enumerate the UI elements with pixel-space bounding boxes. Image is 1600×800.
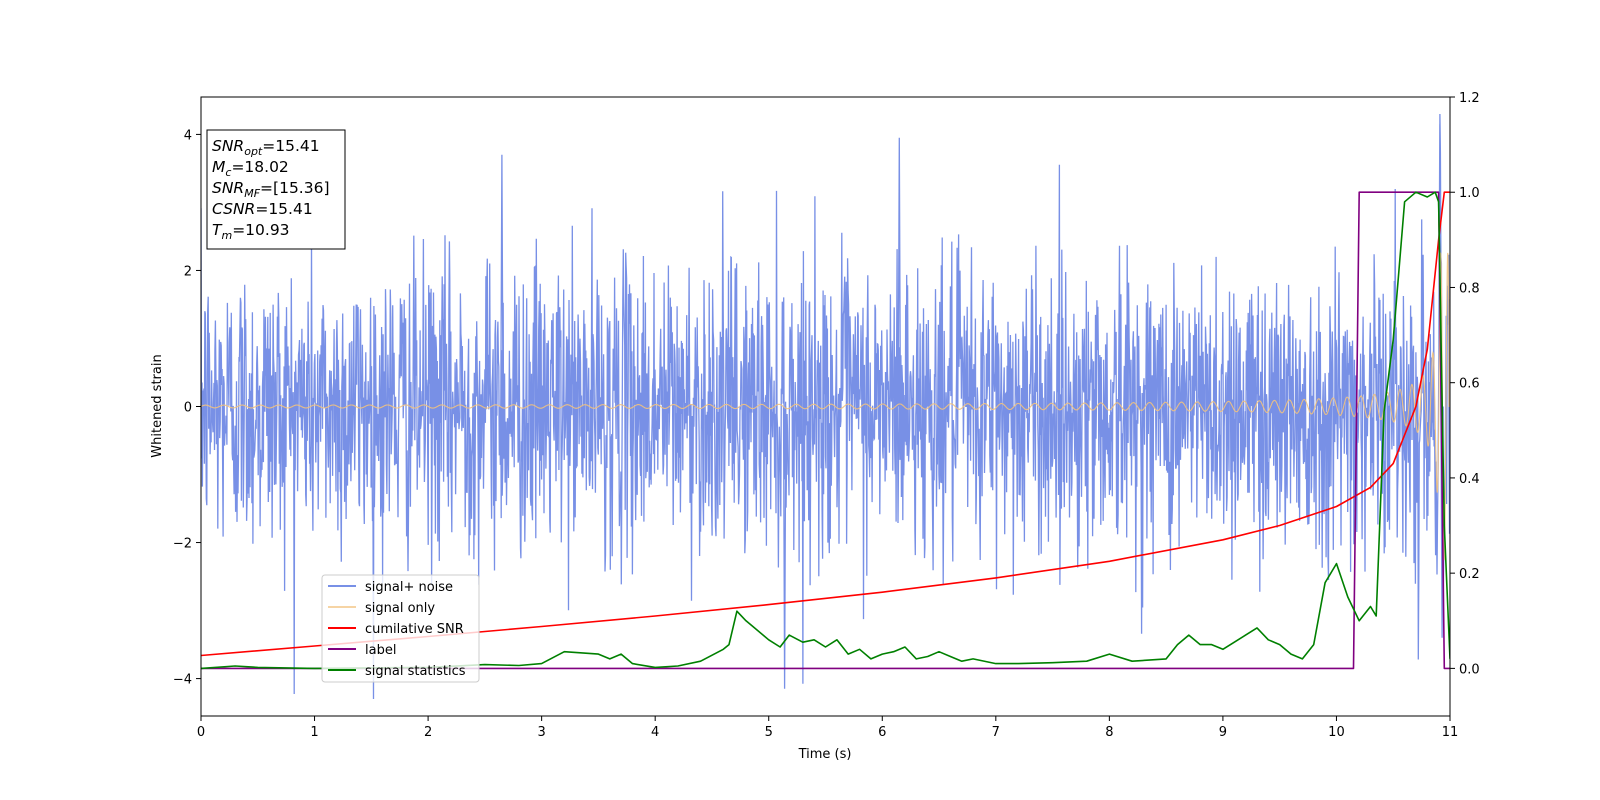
- annotation-line: SNRMF=[15.36]: [212, 179, 330, 200]
- legend-frame: [321, 574, 480, 683]
- x-tick-label: 3: [537, 725, 545, 740]
- y2-tick-label: 0.2: [1459, 567, 1480, 582]
- x-tick-label: 8: [1105, 725, 1113, 740]
- legend-label: cumilative SNR: [365, 622, 464, 637]
- annotation-line: Mc=18.02: [212, 158, 289, 179]
- y-tick-label: 2: [184, 264, 192, 279]
- x-tick-label: 9: [1219, 725, 1227, 740]
- x-tick-label: 6: [878, 725, 886, 740]
- y2-tick-label: 0.4: [1459, 472, 1480, 487]
- annotation-line: Tm=10.93: [212, 221, 290, 242]
- annotation-line: CSNR=15.41: [212, 200, 313, 218]
- x-tick-label: 10: [1328, 725, 1345, 740]
- series-cumulative-snr-line: [201, 191, 1450, 657]
- x-tick-label: 7: [992, 725, 1000, 740]
- y-tick-label: −2: [173, 537, 192, 552]
- legend-label: label: [365, 643, 396, 658]
- annotation-line: SNRopt=15.41: [212, 137, 320, 158]
- y2-tick-label: 0.6: [1459, 377, 1480, 392]
- series-label-line: [201, 191, 1450, 670]
- y2-tick-label: 1.2: [1459, 91, 1480, 106]
- legend: signal+ noise signal only cumilative SNR la…: [321, 574, 480, 683]
- y-axis-left: −4 −2 0 2 4: [173, 128, 201, 688]
- y2-tick-label: 1.0: [1459, 186, 1480, 201]
- series-signal-statistics-line: [201, 191, 1450, 670]
- x-axis: 0 1 2 3 4 5 6 7 8 9 10 11: [197, 716, 1458, 740]
- x-tick-label: 5: [765, 725, 773, 740]
- legend-label: signal+ noise: [365, 580, 453, 595]
- legend-label: signal only: [365, 601, 435, 616]
- y-tick-label: −4: [173, 673, 192, 688]
- y2-tick-label: 0.0: [1459, 662, 1480, 677]
- y-tick-label: 0: [184, 401, 192, 416]
- series-signal-noise-line: [201, 113, 1450, 700]
- x-tick-label: 11: [1442, 725, 1459, 740]
- stats-annotation-box: SNRopt=15.41Mc=18.02SNRMF=[15.36]CSNR=15…: [206, 129, 346, 250]
- x-tick-label: 4: [651, 725, 659, 740]
- y2-tick-label: 0.8: [1459, 281, 1480, 296]
- plot-area: [201, 113, 1450, 700]
- x-tick-label: 0: [197, 725, 205, 740]
- x-tick-label: 1: [310, 725, 318, 740]
- x-axis-label: Time (s): [798, 747, 852, 762]
- series-signal-only-line: [201, 252, 1450, 561]
- y-axis-right: 0.0 0.2 0.4 0.6 0.8 1.0 1.2: [1450, 91, 1480, 677]
- annotation-frame: [206, 129, 346, 250]
- y-tick-label: 4: [184, 128, 192, 143]
- y-axis-label: Whitened strain: [150, 354, 165, 457]
- x-tick-label: 2: [424, 725, 432, 740]
- legend-label: signal statistics: [365, 664, 466, 679]
